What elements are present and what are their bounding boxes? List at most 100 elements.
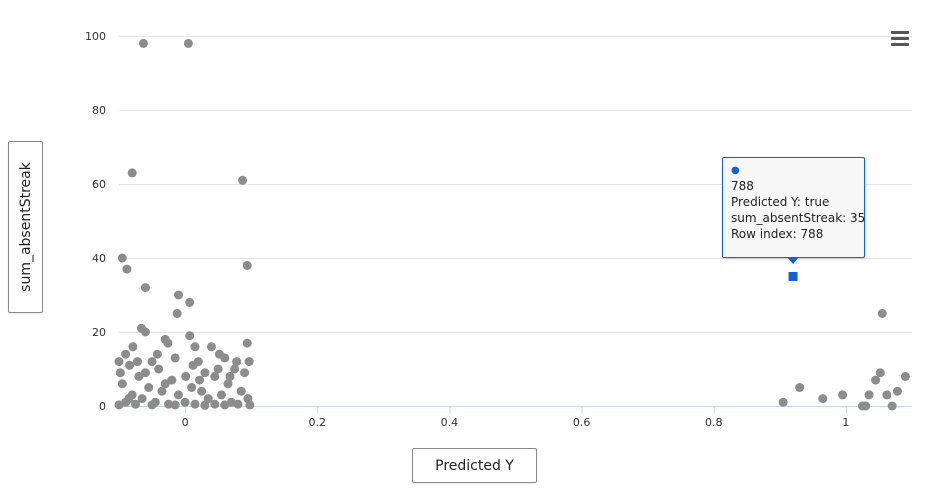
data-point bbox=[170, 400, 180, 410]
x-axis-title-button[interactable]: Predicted Y bbox=[412, 448, 537, 483]
data-point bbox=[882, 390, 892, 400]
data-point bbox=[200, 400, 210, 410]
data-point bbox=[185, 297, 195, 307]
data-point bbox=[245, 400, 255, 410]
data-point bbox=[117, 253, 127, 263]
data-point bbox=[117, 379, 127, 389]
tooltip-row: 788 bbox=[731, 179, 754, 193]
data-point bbox=[147, 400, 157, 410]
data-point bbox=[210, 399, 220, 409]
data-point bbox=[242, 260, 252, 270]
data-point bbox=[144, 383, 154, 392]
data-point bbox=[210, 371, 220, 381]
x-tick-label: 0.4 bbox=[441, 416, 459, 429]
data-point bbox=[115, 368, 125, 378]
data-point bbox=[138, 38, 148, 48]
data-point bbox=[154, 364, 164, 374]
tooltip-streak: sum_absentStreak: 35 bbox=[731, 211, 866, 225]
data-point bbox=[220, 353, 230, 363]
data-point bbox=[128, 342, 138, 352]
data-point bbox=[236, 386, 246, 396]
y-tick-label: 100 bbox=[85, 30, 106, 43]
data-point bbox=[164, 399, 174, 409]
data-point bbox=[861, 401, 871, 411]
data-point bbox=[197, 386, 207, 396]
data-point bbox=[225, 371, 235, 381]
x-tick-label: 0 bbox=[182, 416, 189, 429]
y-tick-label: 0 bbox=[99, 400, 106, 413]
data-point bbox=[207, 342, 217, 352]
data-point bbox=[167, 375, 177, 385]
data-point bbox=[172, 309, 182, 318]
data-point bbox=[864, 390, 874, 400]
y-tick-label: 80 bbox=[92, 104, 106, 117]
data-point bbox=[892, 386, 902, 396]
data-point bbox=[170, 353, 180, 363]
tooltip-row-index: Row index: 788 bbox=[731, 227, 824, 241]
point-tooltip: ● 788 Predicted Y: true sum_absentStreak… bbox=[722, 157, 865, 258]
data-point bbox=[124, 394, 134, 404]
y-axis-title: sum_absentStreak bbox=[17, 162, 34, 292]
data-point bbox=[230, 364, 240, 374]
data-point bbox=[188, 360, 198, 370]
data-point bbox=[181, 371, 191, 381]
y-tick-label: 20 bbox=[92, 326, 106, 339]
data-point bbox=[900, 371, 910, 381]
data-point bbox=[187, 383, 197, 392]
data-point bbox=[133, 357, 143, 367]
data-point bbox=[157, 386, 167, 396]
data-point bbox=[134, 371, 144, 381]
data-point bbox=[877, 309, 887, 318]
data-point bbox=[180, 397, 190, 407]
x-axis-title: Predicted Y bbox=[435, 457, 514, 474]
x-tick-label: 0.2 bbox=[309, 416, 327, 429]
hamburger-menu-icon-bar bbox=[891, 37, 909, 40]
chart-menu-button[interactable] bbox=[889, 28, 911, 48]
data-point bbox=[203, 394, 213, 404]
data-point bbox=[233, 399, 243, 409]
data-point bbox=[173, 290, 183, 300]
data-point bbox=[871, 375, 881, 385]
data-point bbox=[163, 338, 173, 348]
y-axis-tick-labels: 0 20 40 60 80 100 bbox=[85, 30, 106, 413]
data-point bbox=[213, 364, 223, 374]
data-point bbox=[244, 357, 254, 367]
grid-layer bbox=[119, 36, 912, 333]
data-point bbox=[147, 357, 157, 367]
y-tick-label: 60 bbox=[92, 178, 106, 191]
data-point bbox=[183, 38, 193, 48]
data-point bbox=[127, 168, 137, 178]
data-point bbox=[140, 368, 150, 378]
data-point bbox=[220, 400, 230, 410]
data-point bbox=[200, 368, 210, 378]
x-tick-label: 0.8 bbox=[705, 416, 723, 429]
data-point bbox=[778, 397, 788, 407]
data-point bbox=[238, 175, 248, 185]
data-points bbox=[114, 38, 910, 411]
y-axis-title-button[interactable]: sum_absentStreak bbox=[8, 141, 43, 313]
x-tick-label: 1 bbox=[842, 416, 849, 429]
data-point bbox=[795, 383, 805, 392]
data-point bbox=[185, 331, 195, 341]
data-point bbox=[122, 264, 132, 274]
data-point bbox=[838, 390, 848, 400]
data-point bbox=[216, 390, 226, 400]
data-point bbox=[818, 394, 828, 404]
data-point bbox=[223, 379, 233, 389]
data-point bbox=[137, 394, 147, 404]
data-point bbox=[190, 342, 200, 352]
data-point bbox=[190, 399, 200, 409]
series-marker-icon: ● bbox=[731, 165, 740, 176]
y-tick-label: 40 bbox=[92, 252, 106, 265]
tooltip-pointer bbox=[787, 257, 799, 264]
data-point bbox=[242, 338, 252, 348]
data-point bbox=[160, 379, 170, 389]
data-point bbox=[131, 399, 141, 409]
x-axis-tick-labels: 0 0.2 0.4 0.6 0.8 1 bbox=[182, 416, 850, 429]
hamburger-menu-icon-bar bbox=[891, 43, 909, 46]
data-point bbox=[195, 375, 205, 385]
data-point bbox=[887, 401, 897, 411]
tooltip-predicted: Predicted Y: true bbox=[731, 195, 830, 209]
